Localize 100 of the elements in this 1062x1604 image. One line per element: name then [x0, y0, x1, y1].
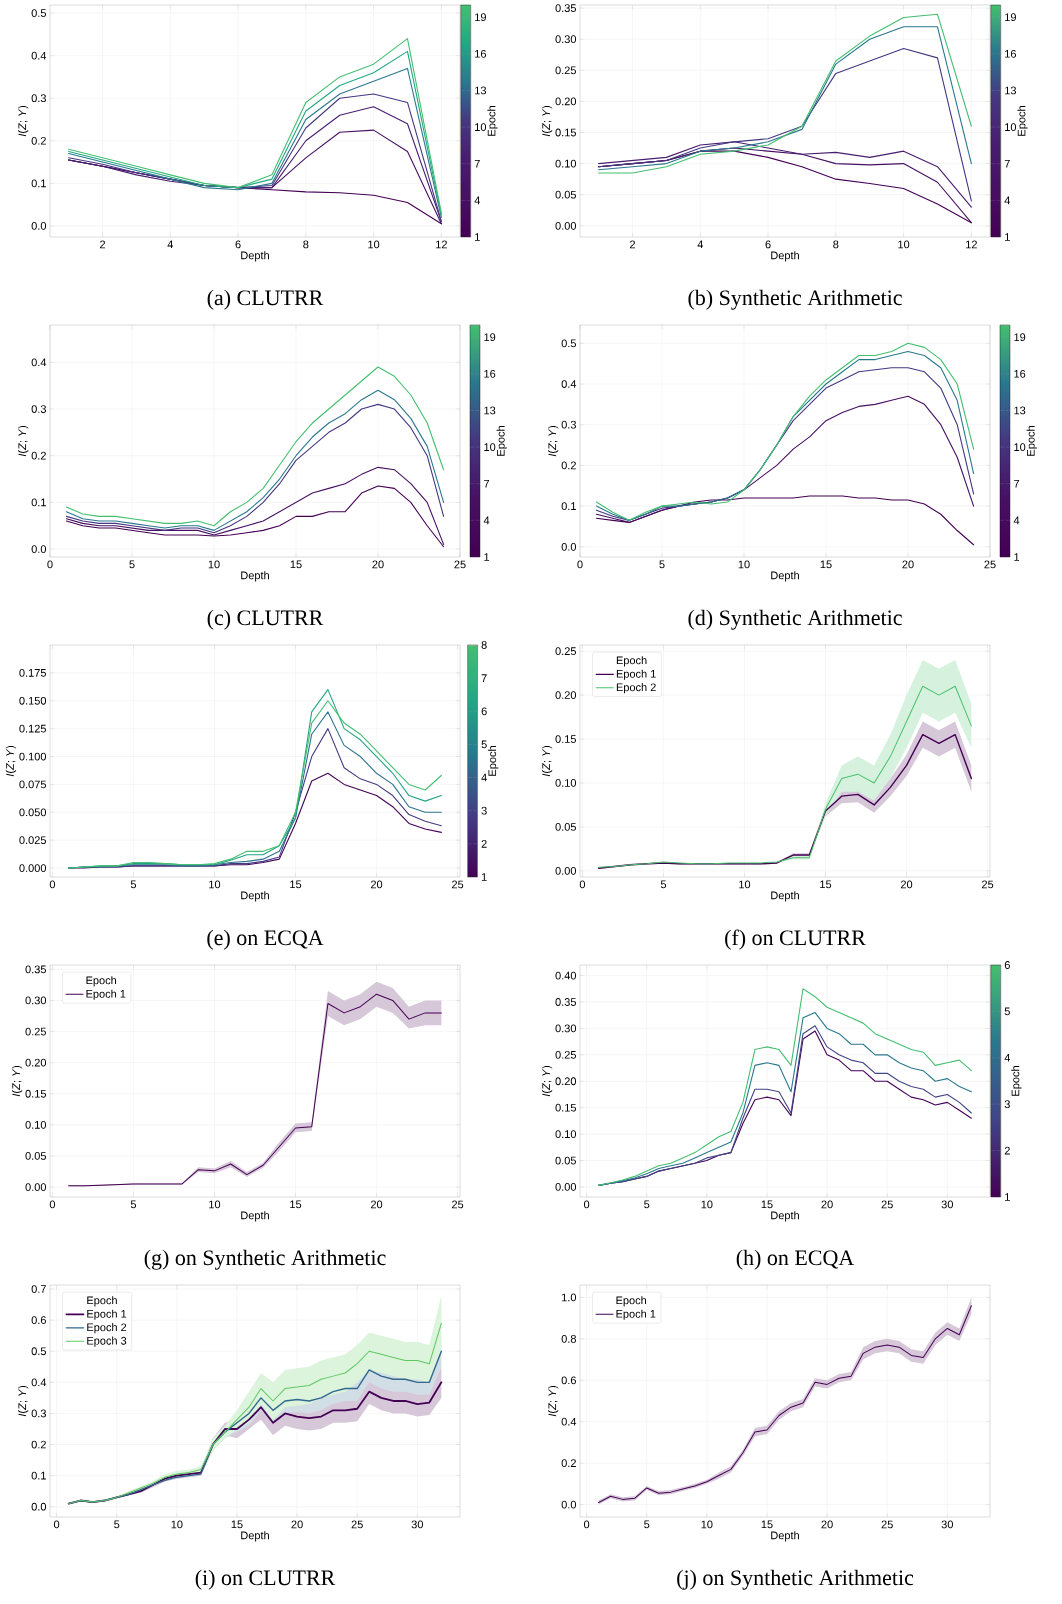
y-tick-label: 0.05 [555, 1156, 576, 1165]
color-bar-label: 5 [1004, 1007, 1010, 1016]
y-tick-label: 0.10 [555, 1130, 577, 1138]
x-tick-label: 10 [209, 880, 221, 889]
y-tick-label: 0.4 [31, 1378, 47, 1387]
color-bar-label: 4 [1004, 1054, 1011, 1062]
text: (h) on ECQA [736, 1249, 855, 1270]
y-tick-label: 0.25 [25, 1027, 46, 1036]
y-tick-label: 0.0 [561, 542, 577, 551]
legend-label: Epoch 2 [87, 1323, 127, 1334]
legend-title: Epoch [616, 1296, 647, 1307]
x-tick-label: 25 [881, 1520, 893, 1529]
x-tick-label: 5 [660, 880, 667, 889]
y-tick-label: 0.150 [19, 696, 47, 705]
x-tick-label: 25 [452, 880, 464, 889]
y-tick-label: 0.1 [31, 179, 46, 188]
text: (j) on Synthetic Arithmetic [677, 1569, 914, 1590]
x-axis-title: Depth [241, 251, 269, 262]
x-tick-label: 15 [290, 560, 302, 569]
text: (i) on CLUTRR [195, 1569, 336, 1590]
color-bar-label: 5 [481, 740, 487, 749]
y-tick-label: 0.0 [31, 222, 47, 230]
y-tick-label: 0.5 [31, 1347, 46, 1356]
color-bar-title: Epoch [488, 746, 499, 776]
text: (f) on CLUTRR [725, 929, 866, 950]
legend-label: Epoch 1 [616, 1309, 656, 1320]
x-tick-label: 25 [454, 560, 466, 569]
y-tick-label: 0.20 [555, 1077, 577, 1086]
legend-label: Epoch 3 [87, 1336, 127, 1347]
y-tick-label: 0.0 [31, 1502, 47, 1511]
y-tick-label: 0.2 [31, 451, 46, 460]
x-tick-label: 0 [579, 880, 586, 889]
color-bar-label: 3 [481, 806, 487, 815]
x-tick-label: 25 [452, 1200, 464, 1209]
color-bar-label: 16 [1005, 49, 1017, 58]
x-tick-label: 10 [738, 560, 750, 569]
y-tick-label: 0.25 [555, 1050, 576, 1059]
legend-title: Epoch [87, 1296, 117, 1307]
color-bar-title: Epoch [1011, 1066, 1022, 1096]
x-tick-label: 30 [411, 1520, 423, 1529]
color-bar-label: 7 [1014, 479, 1020, 488]
color-bar-label: 16 [484, 369, 496, 378]
y-tick-label: 0.5 [31, 9, 46, 17]
x-tick-label: 20 [370, 1200, 383, 1209]
color-bar-title: Epoch [487, 106, 498, 136]
legend-label: Epoch 2 [616, 683, 656, 694]
y-tick-label: 0.050 [19, 808, 47, 817]
y-tick-label: 0.30 [25, 996, 47, 1005]
y-tick-label: 0.100 [19, 752, 47, 761]
color-bar-label: 1 [1014, 553, 1020, 561]
y-tick-label: 0.7 [31, 1285, 46, 1293]
x-tick-label: 4 [167, 240, 174, 249]
x-tick-label: 5 [659, 560, 665, 569]
x-tick-label: 0 [49, 880, 56, 889]
x-tick-label: 8 [303, 240, 309, 249]
y-tick-label: 0.30 [555, 35, 577, 44]
x-tick-label: 2 [630, 240, 636, 249]
color-bar-label: 13 [1014, 406, 1026, 415]
x-tick-label: 30 [941, 1200, 953, 1209]
y-tick-label: 0.1 [561, 502, 576, 511]
y-tick-label: 0.3 [561, 420, 576, 429]
y-tick-label: 0.15 [555, 128, 576, 137]
color-bar-label: 1 [1005, 1193, 1010, 1201]
x-tick-label: 4 [697, 240, 704, 249]
x-tick-label: 15 [761, 1520, 773, 1529]
y-tick-label: 0.25 [555, 66, 576, 75]
text: (e) on ECQA [207, 929, 324, 950]
y-tick-label: 0.20 [555, 97, 577, 106]
y-tick-label: 0.4 [561, 1417, 577, 1426]
color-bar-title: Epoch [496, 426, 507, 456]
y-tick-label: 0.1 [31, 498, 46, 507]
x-tick-label: 5 [130, 1200, 137, 1209]
color-bar-label: 1 [475, 233, 480, 241]
y-tick-label: 0.00 [25, 1183, 47, 1191]
x-tick-label: 5 [644, 1200, 650, 1209]
color-bar-label: 10 [1014, 443, 1026, 451]
x-tick-label: 10 [171, 1520, 183, 1529]
x-tick-label: 15 [820, 560, 832, 569]
y-tick-label: 0.6 [31, 1316, 46, 1325]
color-bar-label: 8 [481, 641, 487, 649]
y-tick-label: 0.4 [31, 51, 47, 60]
y-tick-label: 0.3 [31, 94, 46, 103]
text: (g) on Synthetic Arithmetic [144, 1249, 386, 1270]
y-tick-label: 0.8 [561, 1334, 576, 1343]
y-tick-label: 0.0 [561, 1500, 577, 1509]
y-tick-label: 0.20 [25, 1058, 47, 1067]
x-tick-label: 20 [372, 560, 384, 569]
x-axis-title: Depth [771, 1211, 799, 1222]
x-tick-label: 0 [53, 1520, 60, 1529]
y-tick-label: 0.2 [31, 1440, 46, 1449]
x-tick-label: 8 [833, 240, 839, 249]
color-bar-label: 4 [474, 196, 481, 205]
y-tick-label: 0.15 [25, 1089, 46, 1098]
x-tick-label: 10 [701, 1520, 713, 1529]
color-bar-label: 2 [1004, 1146, 1010, 1155]
x-tick-label: 10 [368, 240, 380, 249]
x-tick-label: 10 [701, 1200, 713, 1209]
x-tick-label: 20 [821, 1520, 833, 1529]
y-tick-label: 0.1 [31, 1471, 46, 1480]
x-tick-label: 10 [208, 560, 220, 569]
